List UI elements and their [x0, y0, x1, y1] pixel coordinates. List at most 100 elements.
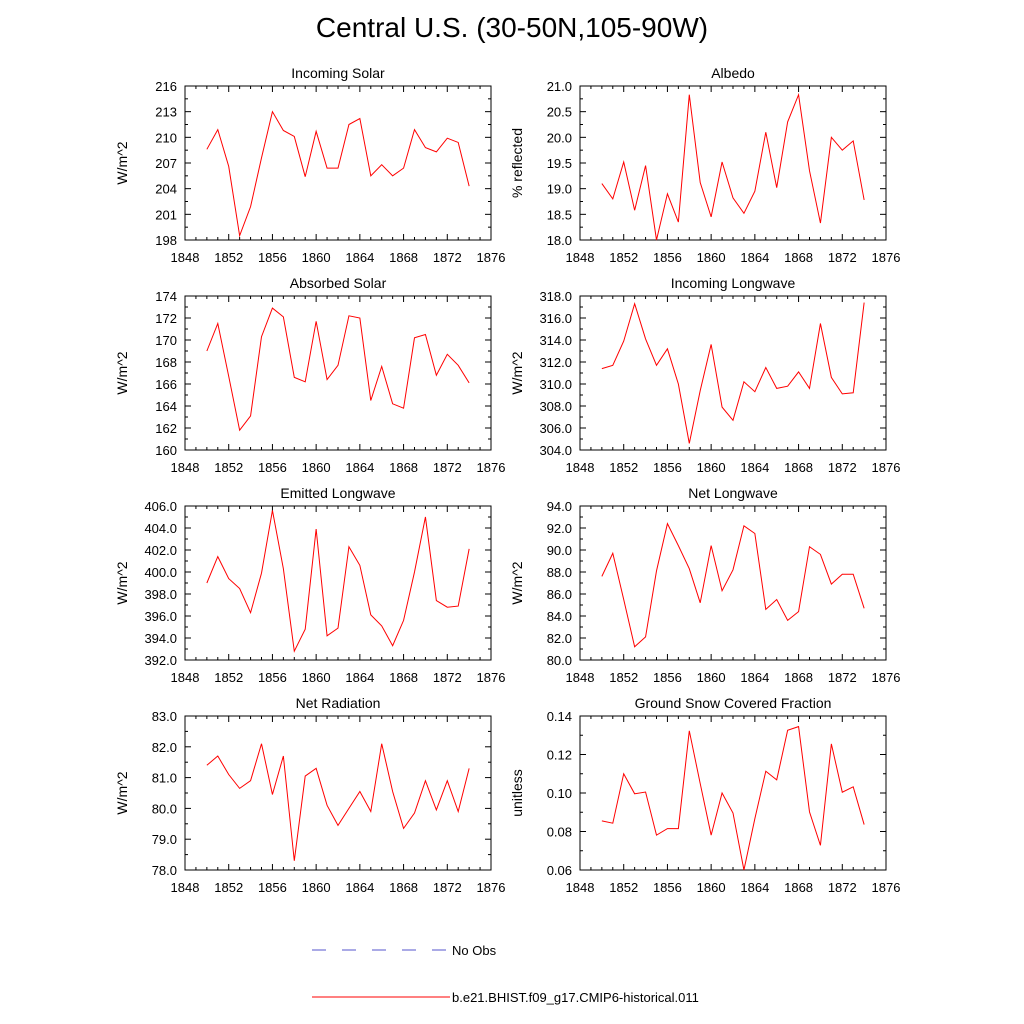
x-tick-label: 1852: [609, 460, 638, 475]
panel-4: Incoming Longwave W/m^2 1848 1852 1856 1860 18…: [509, 275, 900, 475]
y-tick-label: 20.5: [547, 105, 572, 120]
x-tick-label: 1860: [302, 670, 331, 685]
x-tick-label: 1852: [214, 250, 243, 265]
x-tick-label: 1876: [872, 250, 901, 265]
y-tick-label: 210: [155, 130, 177, 145]
legend-obs-label: No Obs: [452, 943, 497, 958]
y-tick-label: 19.5: [547, 156, 572, 171]
panel-3: Absorbed Solar W/m^2 1848 1852 1856 1860 1864 1…: [114, 275, 505, 475]
panel-5: Emitted Longwave W/m^2 1848 1852 1856 1860 186…: [114, 485, 505, 685]
y-tick-label: 0.08: [547, 825, 572, 840]
x-tick-label: 1860: [302, 250, 331, 265]
y-tick-label: 204: [155, 182, 177, 197]
y-tick-label: 170: [155, 333, 177, 348]
y-tick-label: 198: [155, 233, 177, 248]
x-tick-label: 1872: [433, 880, 462, 895]
x-tick-label: 1856: [653, 460, 682, 475]
y-tick-label: 394.0: [144, 631, 177, 646]
x-tick-label: 1848: [171, 880, 200, 895]
y-tick-label: 392.0: [144, 653, 177, 668]
panel-title: Absorbed Solar: [290, 275, 387, 291]
x-tick-label: 1872: [828, 670, 857, 685]
y-tick-label: 308.0: [539, 399, 572, 414]
y-tick-label: 79.0: [152, 832, 177, 847]
y-tick-label: 18.0: [547, 233, 572, 248]
y-tick-label: 310.0: [539, 377, 572, 392]
y-axis-label: W/m^2: [114, 561, 130, 604]
series-line: [206, 307, 470, 432]
x-tick-label: 1876: [477, 880, 506, 895]
series-line: [601, 301, 865, 444]
x-tick-label: 1872: [828, 460, 857, 475]
y-tick-label: 304.0: [539, 443, 572, 458]
series-line: [601, 522, 865, 648]
x-tick-label: 1876: [477, 250, 506, 265]
plot-frame: [184, 505, 492, 661]
y-tick-label: 88.0: [547, 565, 572, 580]
x-tick-label: 1872: [828, 880, 857, 895]
y-tick-label: 162: [155, 421, 177, 436]
x-tick-label: 1856: [258, 250, 287, 265]
x-tick-label: 1860: [697, 460, 726, 475]
x-tick-label: 1876: [477, 670, 506, 685]
x-tick-label: 1872: [433, 460, 462, 475]
series-line: [206, 743, 470, 861]
y-axis-label: unitless: [509, 769, 525, 816]
legend-model-label: b.e21.BHIST.f09_g17.CMIP6-historical.011: [452, 990, 699, 1005]
y-tick-label: 83.0: [152, 709, 177, 724]
y-tick-label: 318.0: [539, 289, 572, 304]
y-tick-label: 396.0: [144, 609, 177, 624]
x-tick-label: 1852: [214, 670, 243, 685]
plot-frame: [579, 295, 887, 451]
x-tick-label: 1872: [828, 250, 857, 265]
x-tick-label: 1864: [345, 670, 374, 685]
y-tick-label: 80.0: [547, 653, 572, 668]
x-tick-label: 1868: [784, 460, 813, 475]
y-tick-label: 20.0: [547, 130, 572, 145]
panel-title: Incoming Solar: [291, 65, 385, 81]
panel-title: Net Radiation: [296, 695, 381, 711]
y-tick-label: 92.0: [547, 521, 572, 536]
x-tick-label: 1848: [566, 670, 595, 685]
y-tick-label: 81.0: [152, 771, 177, 786]
x-tick-label: 1856: [653, 880, 682, 895]
x-tick-label: 1848: [566, 250, 595, 265]
y-tick-label: 0.10: [547, 786, 572, 801]
panel-title: Emitted Longwave: [280, 485, 395, 501]
y-tick-label: 316.0: [539, 311, 572, 326]
x-tick-label: 1864: [345, 250, 374, 265]
y-tick-label: 400.0: [144, 565, 177, 580]
y-tick-label: 19.0: [547, 182, 572, 197]
y-tick-label: 80.0: [152, 801, 177, 816]
x-tick-label: 1848: [171, 250, 200, 265]
plot-frame: [579, 85, 887, 241]
y-tick-label: 82.0: [547, 631, 572, 646]
y-axis-label: W/m^2: [114, 771, 130, 814]
x-tick-label: 1848: [171, 460, 200, 475]
x-tick-label: 1852: [609, 250, 638, 265]
panel-8: Ground Snow Covered Fraction unitless 1848…: [509, 695, 900, 895]
x-tick-label: 1876: [872, 670, 901, 685]
x-tick-label: 1868: [389, 670, 418, 685]
x-tick-label: 1860: [302, 460, 331, 475]
x-tick-label: 1856: [653, 250, 682, 265]
figure-title: Central U.S. (30-50N,105-90W): [315, 12, 709, 43]
y-tick-label: 398.0: [144, 587, 177, 602]
x-tick-label: 1856: [258, 670, 287, 685]
plot-frame: [184, 85, 492, 241]
x-tick-label: 1872: [433, 250, 462, 265]
y-tick-label: 216: [155, 79, 177, 94]
y-tick-label: 168: [155, 355, 177, 370]
y-tick-label: 0.12: [547, 748, 572, 763]
y-tick-label: 90.0: [547, 543, 572, 558]
x-tick-label: 1856: [258, 460, 287, 475]
y-tick-label: 406.0: [144, 499, 177, 514]
x-tick-label: 1868: [389, 250, 418, 265]
y-tick-label: 314.0: [539, 333, 572, 348]
x-tick-label: 1860: [302, 880, 331, 895]
x-tick-label: 1868: [389, 880, 418, 895]
y-tick-label: 0.06: [547, 863, 572, 878]
series-line: [206, 110, 470, 238]
x-tick-label: 1856: [258, 880, 287, 895]
y-tick-label: 18.5: [547, 207, 572, 222]
